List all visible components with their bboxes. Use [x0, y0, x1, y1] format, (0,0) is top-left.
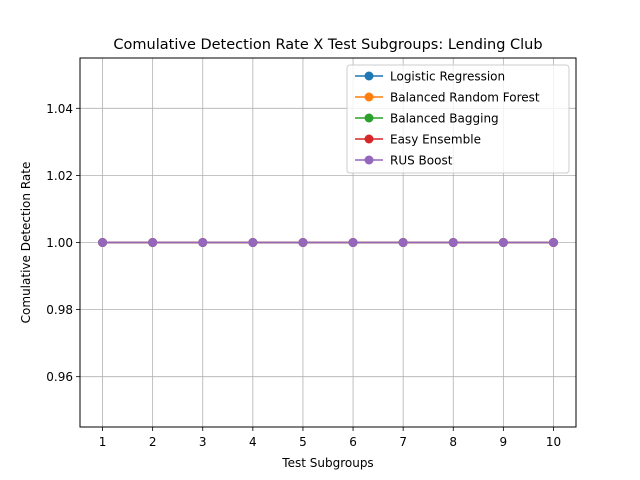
legend-swatch-marker	[364, 134, 374, 144]
x-tick-label: 2	[149, 435, 157, 449]
x-tick-label: 5	[299, 435, 307, 449]
y-axis: 0.96 0.98 1.00 1.02 1.04	[46, 102, 80, 384]
x-tick-label: 8	[449, 435, 457, 449]
data-point-rus-boost	[98, 238, 108, 247]
x-tick-label: 3	[199, 435, 207, 449]
legend-label: Balanced Bagging	[390, 112, 499, 126]
x-axis: 1 2 3 4 5 6 7 8 9 10	[99, 427, 561, 449]
y-tick-label: 1.00	[46, 236, 73, 250]
data-point-rus-boost	[148, 238, 158, 247]
y-tick-label: 0.98	[46, 303, 73, 317]
legend-box	[346, 64, 570, 174]
data-point-rus-boost	[448, 238, 458, 247]
x-tick-label: 4	[249, 435, 257, 449]
data-point-rus-boost	[398, 238, 408, 247]
legend-label: Logistic Regression	[390, 70, 505, 84]
data-point-rus-boost	[198, 238, 208, 247]
x-axis-label: Test Subgroups	[281, 456, 373, 470]
y-tick-label: 1.04	[46, 102, 73, 116]
x-tick-label: 7	[399, 435, 407, 449]
legend-swatch-marker	[364, 92, 374, 102]
data-point-rus-boost	[248, 238, 258, 247]
legend-swatch-marker	[364, 113, 374, 123]
legend-swatch-marker	[364, 155, 374, 165]
legend-swatch-marker	[364, 71, 374, 81]
y-tick-label: 0.96	[46, 370, 73, 384]
data-point-rus-boost	[348, 238, 358, 247]
legend-label: RUS Boost	[390, 154, 453, 168]
y-axis-label: Comulative Detection Rate	[19, 162, 33, 324]
legend-label: Easy Ensemble	[390, 133, 481, 147]
x-tick-label: 1	[99, 435, 107, 449]
x-tick-label: 6	[349, 435, 357, 449]
y-tick-label: 1.02	[46, 169, 73, 183]
series-group	[98, 238, 558, 247]
legend: Logistic Regression Balanced Random Fores…	[346, 64, 570, 174]
data-point-rus-boost	[298, 238, 308, 247]
x-tick-label: 10	[546, 435, 561, 449]
chart-title: Comulative Detection Rate X Test Subgrou…	[113, 37, 542, 53]
data-point-rus-boost	[548, 238, 558, 247]
data-point-rus-boost	[498, 238, 508, 247]
legend-label: Balanced Random Forest	[390, 91, 540, 105]
x-tick-label: 9	[500, 435, 508, 449]
